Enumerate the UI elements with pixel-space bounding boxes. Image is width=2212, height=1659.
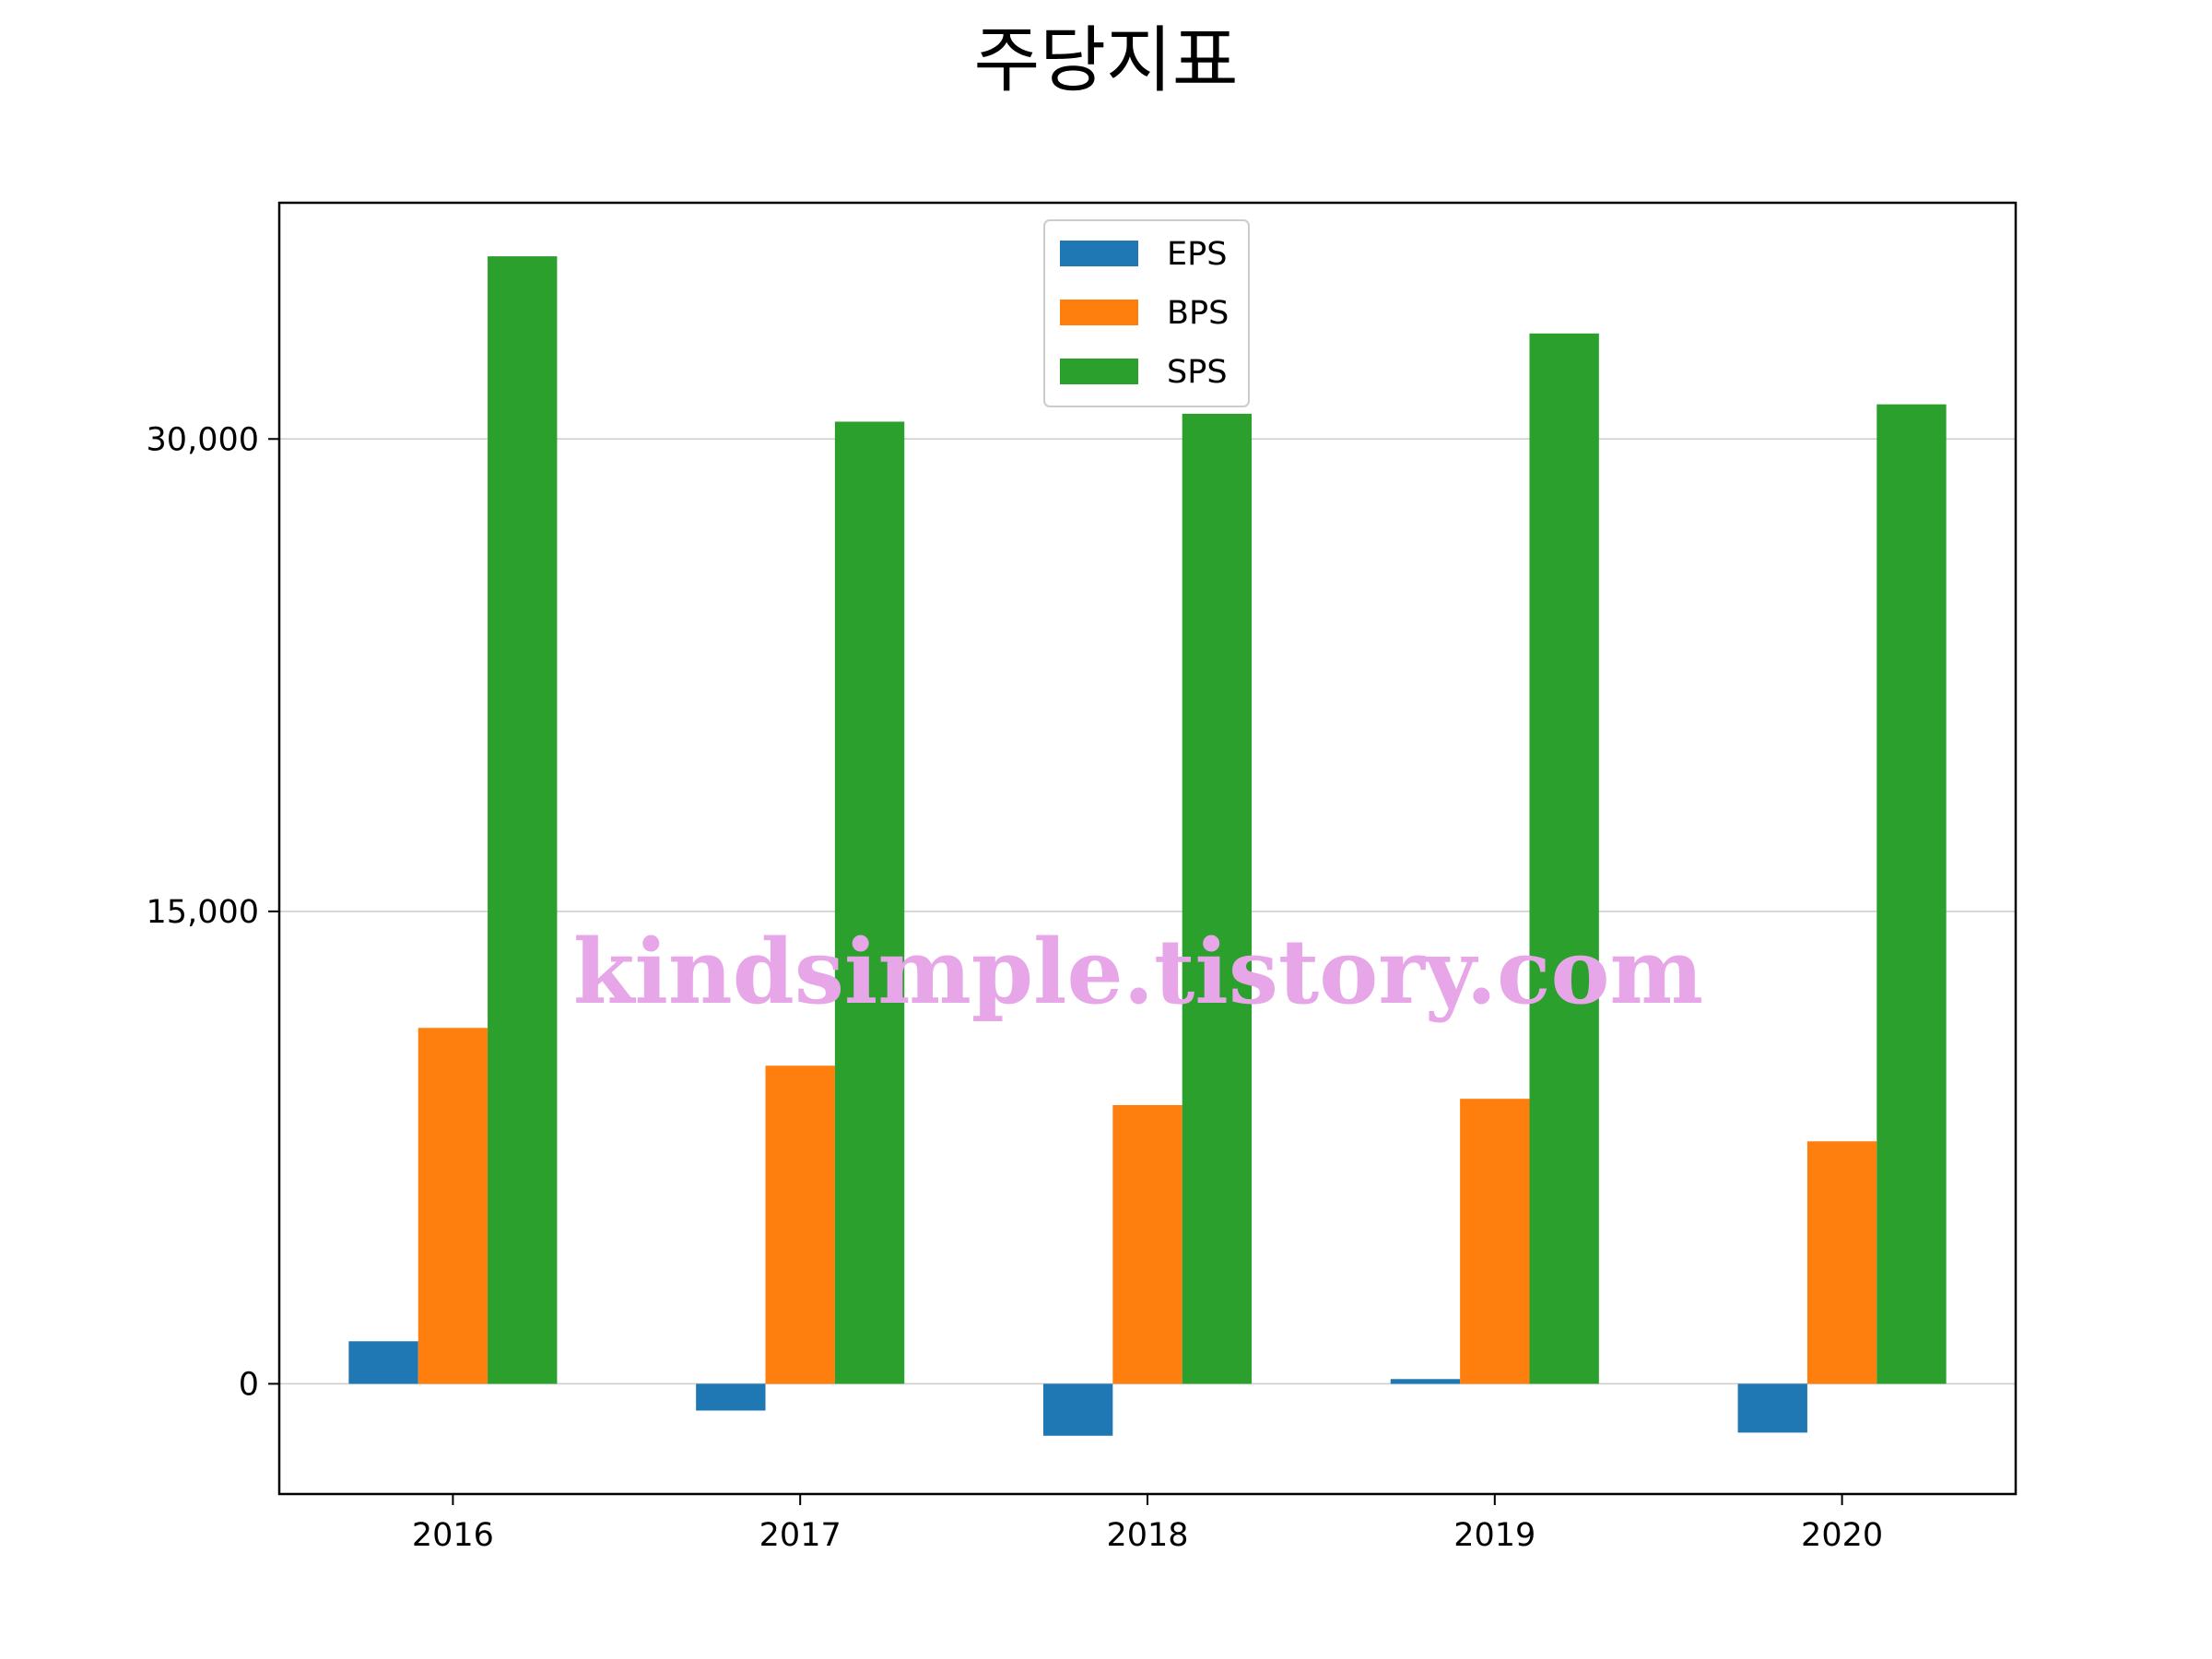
chart-title: 주당지표 xyxy=(973,19,1238,102)
bar-bps-2020 xyxy=(1806,1141,1877,1384)
y-axis: 0 15,000 30,000 xyxy=(147,421,279,1403)
bar-bps-2018 xyxy=(1112,1104,1182,1384)
bars xyxy=(348,256,1947,1436)
bar-bps-2016 xyxy=(418,1028,488,1384)
legend-swatch-bps xyxy=(1060,300,1138,325)
x-axis: 2016 2017 2018 2019 2020 xyxy=(412,1494,1883,1554)
watermark-text: kindsimple.tistory.com xyxy=(573,920,1703,1024)
legend-swatch-eps xyxy=(1060,241,1138,266)
bar-eps-2016 xyxy=(348,1341,418,1384)
y-tick-label-2: 30,000 xyxy=(147,421,259,458)
bar-eps-2020 xyxy=(1737,1383,1807,1433)
x-tick-label-0: 2016 xyxy=(412,1517,494,1554)
legend-label-sps: SPS xyxy=(1167,354,1228,391)
bar-eps-2019 xyxy=(1390,1379,1461,1384)
bar-sps-2020 xyxy=(1877,404,1947,1384)
bar-sps-2019 xyxy=(1529,333,1599,1384)
y-tick-label-0: 0 xyxy=(239,1366,259,1403)
legend-label-eps: EPS xyxy=(1167,236,1227,273)
x-tick-label-3: 2019 xyxy=(1453,1517,1535,1554)
y-tick-label-1: 15,000 xyxy=(147,894,259,931)
bar-sps-2018 xyxy=(1182,413,1253,1384)
bar-eps-2017 xyxy=(696,1383,766,1411)
legend-swatch-sps xyxy=(1060,359,1138,384)
x-tick-label-4: 2020 xyxy=(1801,1517,1883,1554)
bar-bps-2017 xyxy=(765,1065,835,1384)
x-tick-label-1: 2017 xyxy=(759,1517,841,1554)
legend-label-bps: BPS xyxy=(1167,295,1229,332)
bar-sps-2016 xyxy=(488,256,558,1384)
x-tick-label-2: 2018 xyxy=(1106,1517,1188,1554)
bar-bps-2019 xyxy=(1460,1099,1530,1384)
bar-sps-2017 xyxy=(834,421,905,1384)
legend: EPS BPS SPS xyxy=(1043,219,1250,407)
bar-eps-2018 xyxy=(1042,1383,1113,1436)
